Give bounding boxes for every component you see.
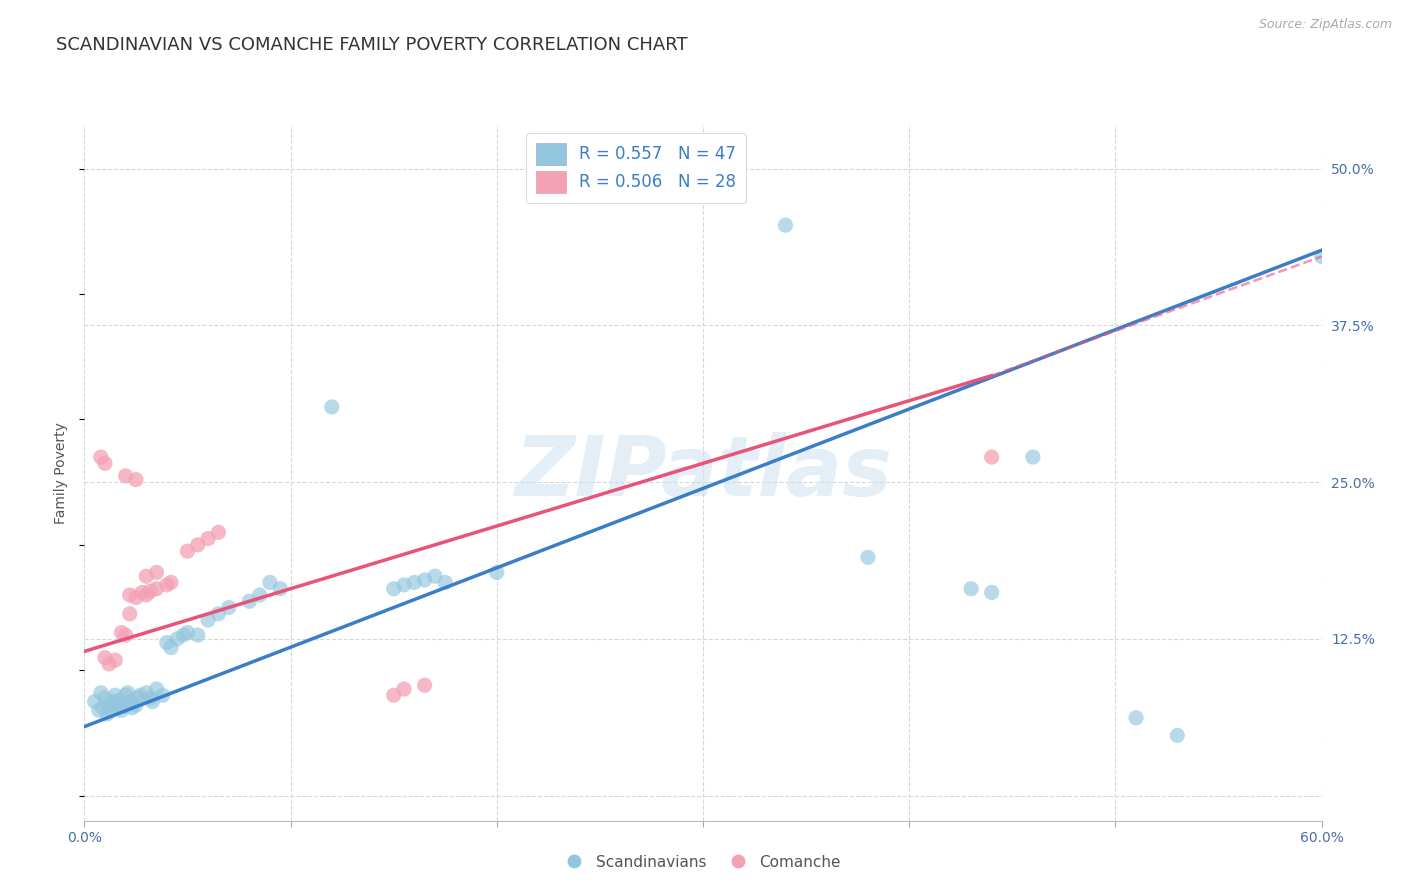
Text: SCANDINAVIAN VS COMANCHE FAMILY POVERTY CORRELATION CHART: SCANDINAVIAN VS COMANCHE FAMILY POVERTY …	[56, 36, 688, 54]
Point	[121, 701, 143, 715]
Point	[980, 450, 1002, 464]
Point	[382, 688, 405, 702]
Point	[83, 694, 105, 708]
Point	[238, 594, 260, 608]
Point	[104, 688, 127, 702]
Point	[96, 707, 118, 722]
Text: ZIPatlas: ZIPatlas	[515, 433, 891, 513]
Point	[1022, 450, 1045, 464]
Point	[1310, 250, 1333, 264]
Point	[127, 690, 149, 705]
Point	[110, 625, 132, 640]
Point	[108, 693, 131, 707]
Point	[118, 607, 141, 621]
Legend: Scandinavians, Comanche: Scandinavians, Comanche	[558, 848, 848, 876]
Point	[94, 650, 117, 665]
Point	[98, 698, 121, 713]
Point	[114, 469, 136, 483]
Point	[114, 628, 136, 642]
Point	[249, 588, 271, 602]
Point	[139, 584, 162, 599]
Point	[392, 681, 415, 696]
Point	[1166, 728, 1188, 742]
Point	[197, 532, 219, 546]
Point	[392, 578, 415, 592]
Point	[87, 703, 110, 717]
Point	[259, 575, 281, 590]
Point	[176, 625, 198, 640]
Point	[90, 450, 112, 464]
Point	[139, 690, 162, 705]
Point	[98, 657, 121, 671]
Point	[434, 575, 457, 590]
Point	[135, 686, 157, 700]
Point	[135, 588, 157, 602]
Point	[94, 690, 117, 705]
Point	[145, 566, 167, 580]
Point	[125, 591, 148, 605]
Point	[118, 588, 141, 602]
Point	[423, 569, 446, 583]
Point	[117, 686, 139, 700]
Point	[145, 582, 167, 596]
Point	[100, 703, 122, 717]
Point	[129, 688, 152, 702]
Point	[382, 582, 405, 596]
Point	[160, 640, 183, 655]
Point	[103, 694, 125, 708]
Point	[269, 582, 291, 596]
Point	[94, 456, 117, 470]
Point	[110, 703, 132, 717]
Point	[413, 678, 436, 692]
Point	[125, 473, 148, 487]
Y-axis label: Family Poverty: Family Poverty	[55, 422, 69, 524]
Point	[156, 635, 179, 649]
Point	[166, 632, 188, 646]
Point	[176, 544, 198, 558]
Point	[775, 218, 797, 232]
Point	[321, 400, 343, 414]
Point	[172, 628, 194, 642]
Point	[90, 686, 112, 700]
Point	[104, 653, 127, 667]
Point	[141, 694, 163, 708]
Point	[187, 538, 209, 552]
Point	[118, 694, 141, 708]
Point	[207, 525, 229, 540]
Point	[960, 582, 983, 596]
Point	[980, 585, 1002, 599]
Point	[218, 600, 240, 615]
Point	[485, 566, 508, 580]
Point	[207, 607, 229, 621]
Point	[112, 699, 135, 714]
Point	[197, 613, 219, 627]
Point	[91, 701, 114, 715]
Point	[131, 585, 153, 599]
Text: Source: ZipAtlas.com: Source: ZipAtlas.com	[1258, 18, 1392, 31]
Point	[105, 697, 128, 711]
Point	[187, 628, 209, 642]
Point	[160, 575, 183, 590]
Point	[413, 573, 436, 587]
Point	[404, 575, 426, 590]
Point	[856, 550, 879, 565]
Point	[135, 569, 157, 583]
Point	[156, 578, 179, 592]
Point	[1125, 711, 1147, 725]
Point	[145, 681, 167, 696]
Point	[114, 688, 136, 702]
Point	[152, 688, 174, 702]
Point	[125, 698, 148, 713]
